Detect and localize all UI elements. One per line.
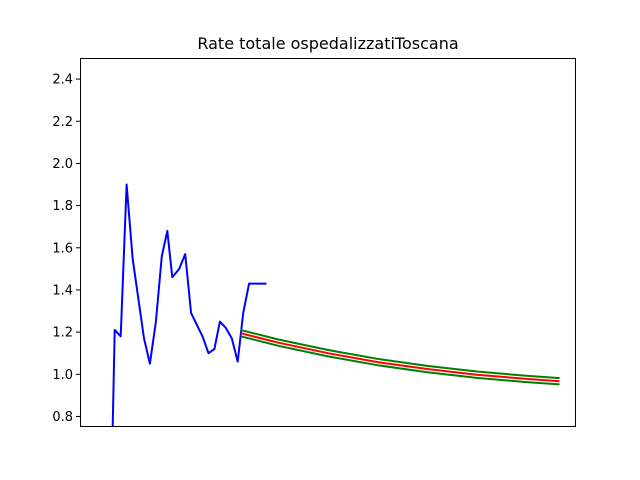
plot-area [80,58,576,427]
y-tick-label: 2.2 [52,115,73,130]
series-layer [111,183,560,427]
y-axis: 0.8 1.0 1.2 1.4 1.6 1.8 2.0 2.2 2.4 [52,73,80,425]
series-line-3 [240,335,560,386]
y-tick-label: 2.0 [52,157,73,172]
y-tick-label: 1.4 [52,283,73,298]
series-line-2 [240,332,560,383]
y-tick-label: 1.0 [52,368,73,383]
y-tick-label: 1.8 [52,199,73,214]
chart-title: Rate totale ospedalizzatiToscana [197,34,458,53]
y-tick-label: 0.8 [52,410,73,425]
axes-frame [80,58,576,427]
y-tick-label: 1.6 [52,241,73,256]
series-line-0 [111,183,267,427]
y-tick-label: 1.2 [52,326,73,341]
series-line-1 [240,329,560,380]
y-tick-label: 2.4 [52,73,73,88]
